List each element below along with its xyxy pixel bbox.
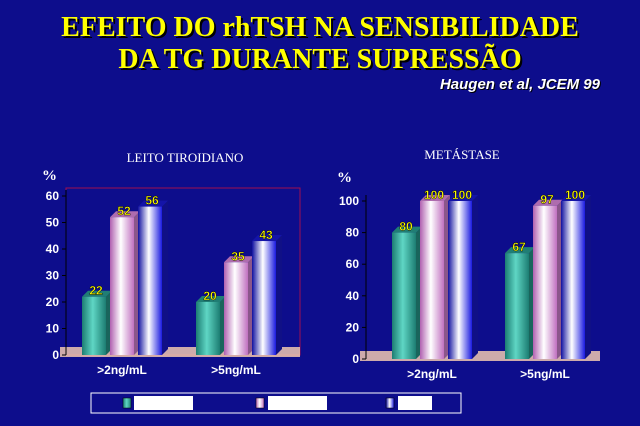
bar-top [561, 195, 591, 201]
data-label: 100 [565, 188, 585, 202]
y-tick-label: 50 [46, 216, 60, 230]
bar-top [533, 199, 563, 206]
bar-top [224, 256, 254, 263]
data-label: 20 [203, 289, 217, 303]
data-label: 100 [424, 188, 444, 202]
data-label: 80 [399, 220, 413, 234]
data-label: 35 [231, 249, 245, 263]
y-tick-label: 20 [346, 320, 360, 334]
y-tick-label: 100 [339, 194, 359, 208]
bar-side [276, 235, 282, 355]
data-label: 22 [89, 284, 103, 298]
bar [196, 302, 220, 355]
y-tick-label: 60 [346, 257, 360, 271]
legend-entry-blank [134, 396, 193, 410]
bar [392, 232, 416, 359]
y-tick-label: 80 [346, 226, 360, 240]
bar-top [252, 235, 282, 242]
category-label: >5ng/mL [520, 367, 570, 381]
bar-top [392, 226, 422, 233]
bar [82, 296, 106, 355]
bar [561, 201, 585, 359]
category-label: >2ng/mL [407, 367, 457, 381]
y-axis-unit: % [42, 168, 57, 184]
category-label: >5ng/mL [211, 363, 261, 377]
legend-entry-blank [268, 396, 327, 410]
y-tick-label: 30 [46, 269, 60, 283]
legend-swatch [385, 397, 395, 409]
chart-title: LEITO TIROIDIANO [127, 150, 244, 165]
data-label: 67 [512, 240, 526, 254]
bar [110, 217, 134, 355]
y-tick-label: 40 [46, 242, 60, 256]
slide-title-line2: DA TG DURANTE SUPRESSÃO [118, 44, 522, 75]
bar [252, 241, 276, 355]
y-tick-label: 40 [346, 289, 360, 303]
data-label: 97 [540, 193, 554, 207]
bar [448, 201, 472, 359]
y-tick-label: 20 [46, 295, 60, 309]
bar [533, 205, 557, 359]
legend-swatch [122, 397, 132, 409]
data-label: 100 [452, 188, 472, 202]
bar-top [82, 290, 112, 297]
legend-entry-blank [398, 396, 432, 410]
bar-side [472, 195, 478, 359]
data-label: 52 [117, 204, 131, 218]
bar-top [448, 195, 478, 201]
category-label: >2ng/mL [97, 363, 147, 377]
bar [420, 201, 444, 359]
y-tick-label: 0 [52, 348, 59, 362]
bar [138, 206, 162, 355]
bar-top [138, 200, 168, 207]
bar-top [505, 247, 535, 254]
citation: Haugen et al, JCEM 99 [439, 76, 600, 93]
bar-side [585, 195, 591, 359]
bar-top [420, 195, 450, 201]
y-axis-unit: % [337, 170, 352, 186]
bar [505, 253, 529, 359]
data-label: 43 [259, 228, 273, 242]
y-tick-label: 10 [46, 322, 60, 336]
bar-top [196, 296, 226, 302]
slide-title: EFEITO DO rhTSH NA SENSIBILIDADE DA TG D… [0, 12, 640, 76]
chart-title: METÁSTASE [424, 147, 500, 162]
slide-title-line1: EFEITO DO rhTSH NA SENSIBILIDADE [61, 12, 579, 43]
bar [224, 262, 248, 355]
legend-swatch [255, 397, 265, 409]
data-label: 56 [145, 194, 159, 208]
bar-top [110, 211, 140, 218]
bar-side [162, 200, 168, 355]
y-tick-label: 0 [352, 352, 359, 366]
y-tick-label: 60 [46, 189, 60, 203]
